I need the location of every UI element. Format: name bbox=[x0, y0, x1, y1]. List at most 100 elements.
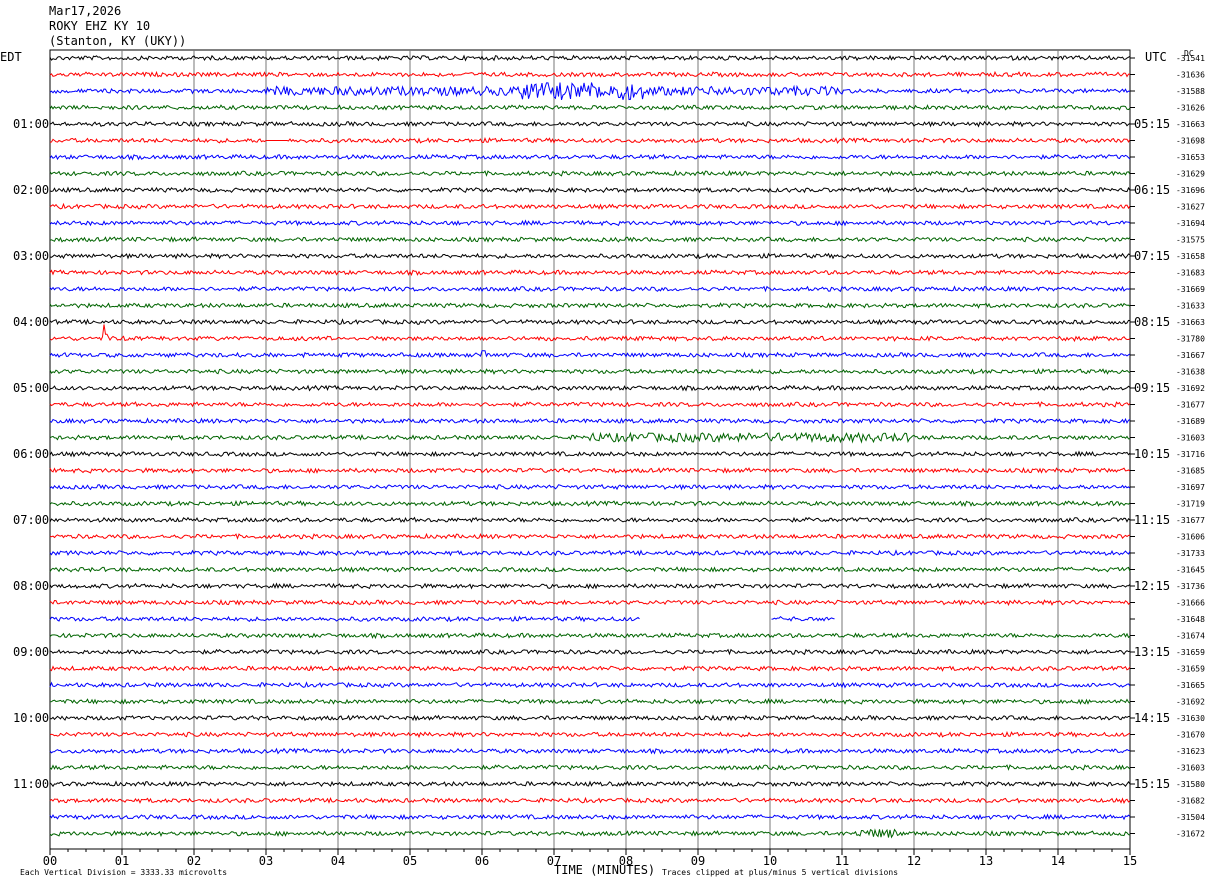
dc-offset-label: -31504 bbox=[1176, 813, 1205, 822]
trace-row bbox=[49, 483, 1131, 491]
dc-offset-label: -31588 bbox=[1176, 87, 1205, 96]
trace-row bbox=[49, 665, 1131, 672]
right-hour-label: 11:15 bbox=[1134, 513, 1170, 527]
dc-offset-label: -31696 bbox=[1176, 186, 1205, 195]
right-hour-label: 12:15 bbox=[1134, 579, 1170, 593]
dc-offset-label: -31541 bbox=[1176, 54, 1205, 63]
dc-offset-label: -31666 bbox=[1176, 599, 1205, 608]
trace-row bbox=[49, 235, 1131, 243]
trace-row bbox=[49, 450, 1131, 458]
trace-row bbox=[49, 318, 1131, 326]
dc-offset-label: -31630 bbox=[1176, 714, 1205, 723]
trace-row bbox=[49, 681, 1131, 689]
trace-row bbox=[49, 269, 1131, 277]
left-hour-label: 08:00 bbox=[13, 579, 49, 593]
dc-offset-label: -31697 bbox=[1176, 483, 1205, 492]
trace-row bbox=[49, 828, 1131, 839]
dc-offset-label: -31716 bbox=[1176, 450, 1205, 459]
x-tick-label: 09 bbox=[691, 854, 705, 868]
plot-frame bbox=[49, 49, 1131, 850]
dc-offset-label: -31669 bbox=[1176, 285, 1205, 294]
trace-row bbox=[49, 747, 1131, 755]
left-hour-label: 01:00 bbox=[13, 117, 49, 131]
left-hour-label: 02:00 bbox=[13, 183, 49, 197]
dc-offset-label: -31698 bbox=[1176, 137, 1205, 146]
x-tick-label: 03 bbox=[259, 854, 273, 868]
trace-row bbox=[49, 285, 1131, 293]
dc-offset-label: -31677 bbox=[1176, 401, 1205, 410]
dc-offset-label: -31603 bbox=[1176, 434, 1205, 443]
x-tick-label: 04 bbox=[331, 854, 345, 868]
dc-offset-label: -31627 bbox=[1176, 203, 1205, 212]
trace-row bbox=[49, 697, 1131, 705]
dc-offset-label: -31689 bbox=[1176, 417, 1205, 426]
right-hour-label: 15:15 bbox=[1134, 777, 1170, 791]
dc-offset-label: -31780 bbox=[1176, 335, 1205, 344]
dc-offset-label: -31648 bbox=[1176, 615, 1205, 624]
trace-row bbox=[49, 615, 835, 623]
trace-row bbox=[49, 731, 1131, 739]
trace-row bbox=[49, 120, 1131, 128]
x-tick-label: 13 bbox=[979, 854, 993, 868]
dc-offset-label: -31580 bbox=[1176, 780, 1205, 789]
x-tick-label: 08 bbox=[619, 854, 633, 868]
dc-offset-label: -31645 bbox=[1176, 566, 1205, 575]
dc-offset-label: -31659 bbox=[1176, 648, 1205, 657]
x-tick-label: 00 bbox=[43, 854, 57, 868]
right-hour-label: 14:15 bbox=[1134, 711, 1170, 725]
right-hour-label: 08:15 bbox=[1134, 315, 1170, 329]
dc-offset-label: -31670 bbox=[1176, 731, 1205, 740]
dc-offset-label: -31665 bbox=[1176, 681, 1205, 690]
right-timezone: UTC bbox=[1145, 50, 1167, 64]
trace-row bbox=[49, 219, 1131, 227]
left-hour-label: 06:00 bbox=[13, 447, 49, 461]
x-tick-label: 10 bbox=[763, 854, 777, 868]
trace-row bbox=[49, 401, 1131, 408]
left-hour-label: 04:00 bbox=[13, 315, 49, 329]
dc-offset-label: -31623 bbox=[1176, 747, 1205, 756]
trace-row bbox=[49, 384, 1131, 392]
trace-row bbox=[49, 466, 1131, 474]
right-hour-label: 13:15 bbox=[1134, 645, 1170, 659]
dc-offset-label: -31719 bbox=[1176, 500, 1205, 509]
trace-row bbox=[49, 431, 1131, 444]
left-hour-label: 11:00 bbox=[13, 777, 49, 791]
trace-row bbox=[49, 186, 1131, 194]
dc-offset-label: -31653 bbox=[1176, 153, 1205, 162]
dc-offset-label: -31663 bbox=[1176, 120, 1205, 129]
trace-row bbox=[49, 648, 1131, 656]
dc-offset-label: -31674 bbox=[1176, 632, 1205, 641]
x-tick-label: 01 bbox=[115, 854, 129, 868]
clip-note: Traces clipped at plus/minus 5 vertical … bbox=[662, 868, 899, 877]
trace-row bbox=[49, 324, 1131, 343]
trace-row bbox=[49, 632, 1131, 640]
right-hour-label: 06:15 bbox=[1134, 183, 1170, 197]
x-tick-label: 05 bbox=[403, 854, 417, 868]
trace-row bbox=[49, 137, 1131, 144]
dc-offset-label: -31677 bbox=[1176, 516, 1205, 525]
dc-offset-label: -31683 bbox=[1176, 269, 1205, 278]
trace-row bbox=[49, 813, 1131, 821]
dc-offset-label: -31626 bbox=[1176, 104, 1205, 113]
x-tick-label: 15 bbox=[1123, 854, 1137, 868]
trace-row bbox=[49, 598, 1131, 607]
x-tick-label: 11 bbox=[835, 854, 849, 868]
dc-offset-label: -31672 bbox=[1176, 830, 1205, 839]
trace-row bbox=[49, 566, 1131, 573]
right-hour-label: 07:15 bbox=[1134, 249, 1170, 263]
trace-row bbox=[49, 582, 1131, 590]
trace-row bbox=[49, 796, 1131, 804]
dc-offset-label: -31633 bbox=[1176, 302, 1205, 311]
scale-note: Each Vertical Division = 3333.33 microvo… bbox=[20, 868, 228, 877]
dc-offset-label: -31685 bbox=[1176, 467, 1205, 476]
trace-row bbox=[49, 780, 1131, 788]
dc-offset-label: -31682 bbox=[1176, 797, 1205, 806]
trace-row bbox=[49, 54, 1131, 62]
left-hour-label: 09:00 bbox=[13, 645, 49, 659]
trace-row bbox=[49, 417, 1131, 425]
dc-offset-label: -31736 bbox=[1176, 582, 1205, 591]
trace-row bbox=[49, 104, 1131, 111]
dc-offset-label: -31692 bbox=[1176, 698, 1205, 707]
trace-row bbox=[49, 549, 1131, 557]
trace-row bbox=[49, 350, 1131, 359]
